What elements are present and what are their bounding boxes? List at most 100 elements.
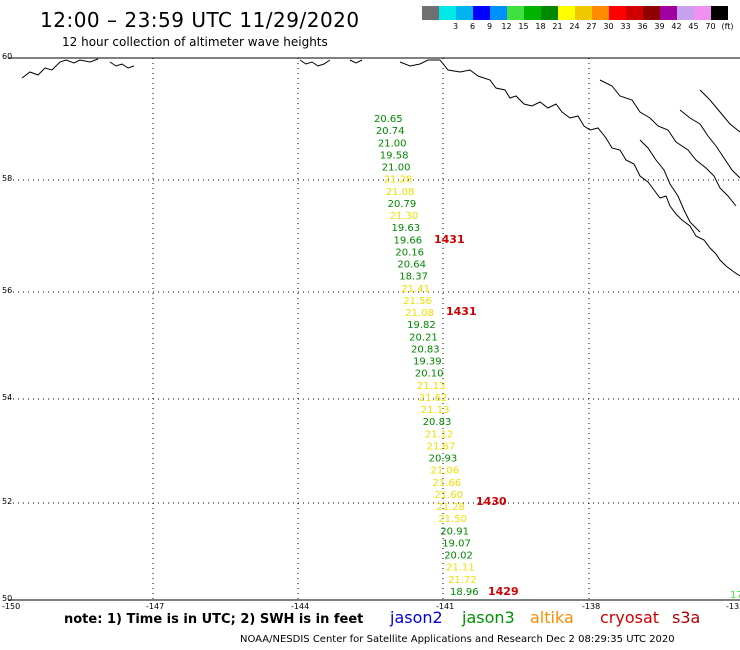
lon-label: -150 — [2, 602, 20, 611]
colorbar-label: 70 — [705, 22, 716, 31]
colorbar-swatch — [439, 6, 456, 20]
footnote: note: 1) Time is in UTC; 2) SWH is in fe… — [64, 612, 364, 627]
wave-height-value: 20.16 — [395, 247, 424, 258]
wave-height-value: 21.13 — [417, 381, 446, 392]
colorbar-swatch — [558, 6, 575, 20]
time-labels: 1431 1431 1430 1429 — [434, 233, 519, 598]
colorbar-label: 6 — [469, 22, 476, 31]
colorbar-swatch — [541, 6, 558, 20]
colorbar-label: 39 — [654, 22, 665, 31]
colorbar-swatch — [592, 6, 609, 20]
wave-height-value: 21.13 — [421, 405, 450, 416]
colorbar-swatch — [609, 6, 626, 20]
colorbar-label: 9 — [486, 22, 493, 31]
wave-height-value: 20.02 — [444, 551, 473, 562]
wave-height-value: 21.72 — [448, 575, 477, 586]
colorbar-swatch — [422, 6, 439, 20]
wave-height-value: 21.67 — [427, 442, 456, 453]
colorbar-label: 3 — [452, 22, 459, 31]
lat-lon-grid — [8, 58, 740, 600]
wave-height-value: 20.83 — [423, 417, 452, 428]
pass-time-label: 1429 — [488, 585, 519, 598]
colorbar-swatch — [626, 6, 643, 20]
wave-height-value: 20.64 — [397, 260, 426, 271]
wave-height-value: 19.82 — [407, 320, 436, 331]
lon-label: -144 — [291, 602, 309, 611]
page-title: 12:00 – 23:59 UTC 11/29/2020 — [40, 8, 360, 32]
colorbar-label: 42 — [671, 22, 682, 31]
lon-label: -138 — [582, 602, 600, 611]
colorbar-label: 45 — [688, 22, 699, 31]
colorbar-label: 24 — [569, 22, 580, 31]
wave-height-value: 19.07 — [442, 539, 471, 550]
satellite-legend-item: cryosat — [600, 608, 660, 627]
lat-label: 60 — [2, 52, 12, 61]
colorbar-swatch — [643, 6, 660, 20]
coastline-east — [439, 59, 740, 277]
colorbar-swatch — [677, 6, 694, 20]
wave-height-value: 19.39 — [413, 357, 442, 368]
wave-height-value: 21.28 — [436, 502, 465, 513]
wave-height-value: 20.83 — [411, 344, 440, 355]
lat-label: 50 — [2, 594, 12, 603]
altimeter-track: 20.6520.7421.0019.5821.0021.2821.0820.79… — [374, 114, 479, 598]
colorbar-unit: (ft) — [721, 22, 734, 31]
colorbar-swatch — [507, 6, 524, 20]
wave-height-value: 20.21 — [409, 332, 438, 343]
lat-label: 56 — [2, 286, 12, 295]
wave-height-value: 21.62 — [419, 393, 448, 404]
colorbar-label: 30 — [603, 22, 614, 31]
lon-label: -135 — [726, 602, 740, 611]
colorbar-swatch — [660, 6, 677, 20]
pass-time-label: 1430 — [476, 495, 507, 508]
wave-height-value: 19.58 — [380, 150, 409, 161]
axis-labels: 60 58 56 54 52 50-150 -147 -144 -141 -138 -135 — [2, 52, 740, 611]
colorbar-swatch — [456, 6, 473, 20]
wave-height-value: 19.66 — [394, 235, 423, 246]
colorbar-swatch — [524, 6, 541, 20]
satellite-legend-item: s3a — [672, 608, 701, 627]
wave-height-value: 21.41 — [401, 284, 430, 295]
wave-height-value: 21.06 — [431, 466, 460, 477]
coastline-north — [21, 58, 440, 79]
wave-height-value: 20.74 — [376, 126, 405, 137]
lon-label: -147 — [146, 602, 164, 611]
lon-label: -141 — [436, 602, 454, 611]
colorbar-label: 12 — [501, 22, 512, 31]
wave-height-value: 20.65 — [374, 114, 403, 125]
satellite-legend-item: jason3 — [462, 608, 515, 627]
wave-height-value: 21.30 — [390, 211, 419, 222]
colorbar-swatch — [473, 6, 490, 20]
colorbar-swatch — [575, 6, 592, 20]
wave-height-value: 21.50 — [438, 514, 467, 525]
wave-height-value: 21.08 — [405, 308, 434, 319]
page-subtitle: 12 hour collection of altimeter wave hei… — [62, 35, 328, 49]
colorbar-label: 36 — [637, 22, 648, 31]
pass-time-label: 1431 — [434, 233, 465, 246]
colorbar-swatch — [694, 6, 711, 20]
credit-line: NOAA/NESDIS Center for Satellite Applica… — [240, 634, 675, 645]
wave-height-value: 21.28 — [384, 175, 413, 186]
lat-label: 52 — [2, 497, 12, 506]
wave-height-value: 20.91 — [440, 526, 469, 537]
wave-height-value: 21.56 — [403, 296, 432, 307]
wave-height-value: 19.63 — [392, 223, 421, 234]
colorbar-label: 15 — [518, 22, 529, 31]
lat-label: 58 — [2, 174, 12, 183]
colorbar-label: 21 — [552, 22, 563, 31]
coastline-islands — [599, 79, 740, 233]
wave-height-value: 18.96 — [450, 587, 479, 598]
satellite-legend-item: jason2 — [390, 608, 443, 627]
wave-height-value: 21.00 — [382, 163, 411, 174]
wave-height-value: 21.00 — [378, 138, 407, 149]
colorbar-label: 18 — [535, 22, 546, 31]
colorbar-swatch — [711, 6, 728, 20]
wave-height-value: 21.12 — [425, 429, 454, 440]
pass-time-label: 1431 — [446, 305, 477, 318]
coastline — [21, 58, 740, 277]
wave-height-value: 20.93 — [429, 454, 458, 465]
wave-height-value: 21.08 — [386, 187, 415, 198]
edge-wave-value: 17 — [730, 590, 740, 601]
wave-height-value: 21.66 — [433, 478, 462, 489]
colorbar-label: 27 — [586, 22, 597, 31]
